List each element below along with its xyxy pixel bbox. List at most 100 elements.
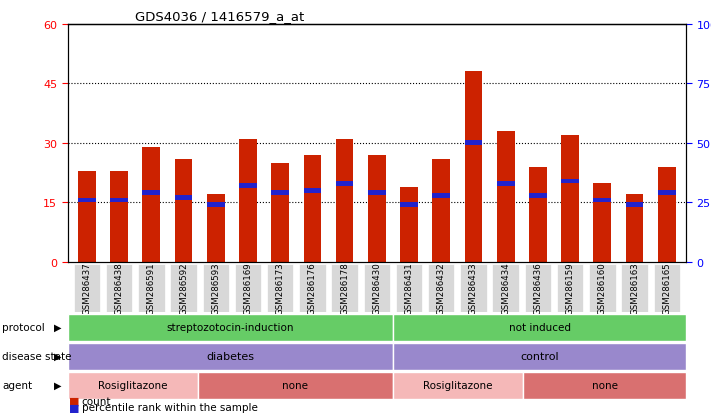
Bar — [78, 171, 96, 262]
Bar — [432, 159, 450, 262]
Bar — [304, 155, 321, 262]
Text: GSM286159: GSM286159 — [566, 262, 574, 314]
Bar — [142, 191, 160, 196]
Text: GSM286591: GSM286591 — [146, 262, 156, 314]
Text: none: none — [282, 380, 309, 390]
Bar — [68, 314, 393, 341]
Text: not induced: not induced — [508, 322, 571, 332]
Bar — [207, 195, 225, 262]
Text: GSM286160: GSM286160 — [598, 262, 607, 314]
FancyBboxPatch shape — [621, 264, 648, 312]
FancyBboxPatch shape — [557, 264, 583, 312]
Bar — [68, 343, 393, 370]
Bar — [561, 135, 579, 262]
FancyBboxPatch shape — [106, 264, 132, 312]
Bar — [497, 182, 515, 186]
Bar — [529, 193, 547, 198]
Bar — [336, 140, 353, 262]
Bar — [368, 191, 385, 196]
FancyBboxPatch shape — [235, 264, 261, 312]
Text: GSM286163: GSM286163 — [630, 262, 639, 314]
Bar — [594, 198, 611, 203]
Text: GSM286178: GSM286178 — [340, 262, 349, 314]
Bar — [272, 191, 289, 196]
Text: ▶: ▶ — [54, 380, 62, 390]
FancyBboxPatch shape — [331, 264, 358, 312]
Text: GSM286432: GSM286432 — [437, 262, 446, 314]
Text: ▶: ▶ — [54, 351, 62, 361]
Text: ▶: ▶ — [54, 322, 62, 332]
FancyBboxPatch shape — [525, 264, 551, 312]
Bar — [207, 203, 225, 208]
Bar — [304, 189, 321, 193]
Bar — [464, 72, 482, 262]
Text: GSM286176: GSM286176 — [308, 262, 317, 314]
Bar — [393, 343, 686, 370]
Text: GDS4036 / 1416579_a_at: GDS4036 / 1416579_a_at — [135, 10, 304, 23]
Bar — [658, 167, 675, 262]
Text: GSM286592: GSM286592 — [179, 262, 188, 314]
Bar — [368, 155, 385, 262]
Text: count: count — [82, 396, 111, 406]
FancyBboxPatch shape — [267, 264, 294, 312]
Bar — [110, 171, 128, 262]
FancyBboxPatch shape — [589, 264, 616, 312]
Text: GSM286434: GSM286434 — [501, 262, 510, 314]
Text: GSM286437: GSM286437 — [82, 262, 92, 314]
Text: control: control — [520, 351, 559, 361]
FancyBboxPatch shape — [74, 264, 100, 312]
Bar — [594, 183, 611, 262]
Text: percentile rank within the sample: percentile rank within the sample — [82, 402, 257, 412]
FancyBboxPatch shape — [203, 264, 229, 312]
Bar — [336, 182, 353, 186]
Text: GSM286431: GSM286431 — [405, 262, 414, 314]
FancyBboxPatch shape — [653, 264, 680, 312]
Text: GSM286165: GSM286165 — [662, 262, 671, 314]
Text: GSM286436: GSM286436 — [533, 262, 542, 314]
Bar — [110, 198, 128, 203]
Text: ■: ■ — [69, 402, 80, 412]
Bar — [239, 140, 257, 262]
Bar — [272, 163, 289, 262]
Bar — [175, 196, 193, 201]
Text: GSM286593: GSM286593 — [211, 262, 220, 314]
Text: ■: ■ — [69, 396, 80, 406]
FancyBboxPatch shape — [138, 264, 164, 312]
Bar — [393, 372, 523, 399]
Bar — [497, 132, 515, 262]
FancyBboxPatch shape — [460, 264, 487, 312]
Text: GSM286430: GSM286430 — [373, 262, 381, 314]
Bar — [239, 184, 257, 189]
Text: diabetes: diabetes — [206, 351, 255, 361]
Text: protocol: protocol — [2, 322, 45, 332]
Text: Rosiglitazone: Rosiglitazone — [424, 380, 493, 390]
Bar — [464, 141, 482, 146]
Bar — [175, 159, 193, 262]
Bar — [400, 187, 418, 262]
Text: Rosiglitazone: Rosiglitazone — [98, 380, 167, 390]
Bar — [400, 203, 418, 208]
FancyBboxPatch shape — [363, 264, 390, 312]
Bar — [529, 167, 547, 262]
Text: GSM286433: GSM286433 — [469, 262, 478, 314]
Bar — [523, 372, 686, 399]
Bar — [626, 203, 643, 208]
FancyBboxPatch shape — [171, 264, 197, 312]
Bar — [198, 372, 393, 399]
FancyBboxPatch shape — [299, 264, 326, 312]
Text: disease state: disease state — [2, 351, 72, 361]
Text: agent: agent — [2, 380, 32, 390]
Bar — [626, 195, 643, 262]
Text: streptozotocin-induction: streptozotocin-induction — [166, 322, 294, 332]
Bar — [78, 198, 96, 203]
Text: none: none — [592, 380, 618, 390]
Bar — [142, 147, 160, 262]
Bar — [393, 314, 686, 341]
FancyBboxPatch shape — [396, 264, 422, 312]
Text: GSM286438: GSM286438 — [114, 262, 124, 314]
FancyBboxPatch shape — [428, 264, 454, 312]
Bar — [68, 372, 198, 399]
Bar — [561, 179, 579, 184]
Text: GSM286169: GSM286169 — [243, 262, 252, 314]
Bar — [658, 191, 675, 196]
